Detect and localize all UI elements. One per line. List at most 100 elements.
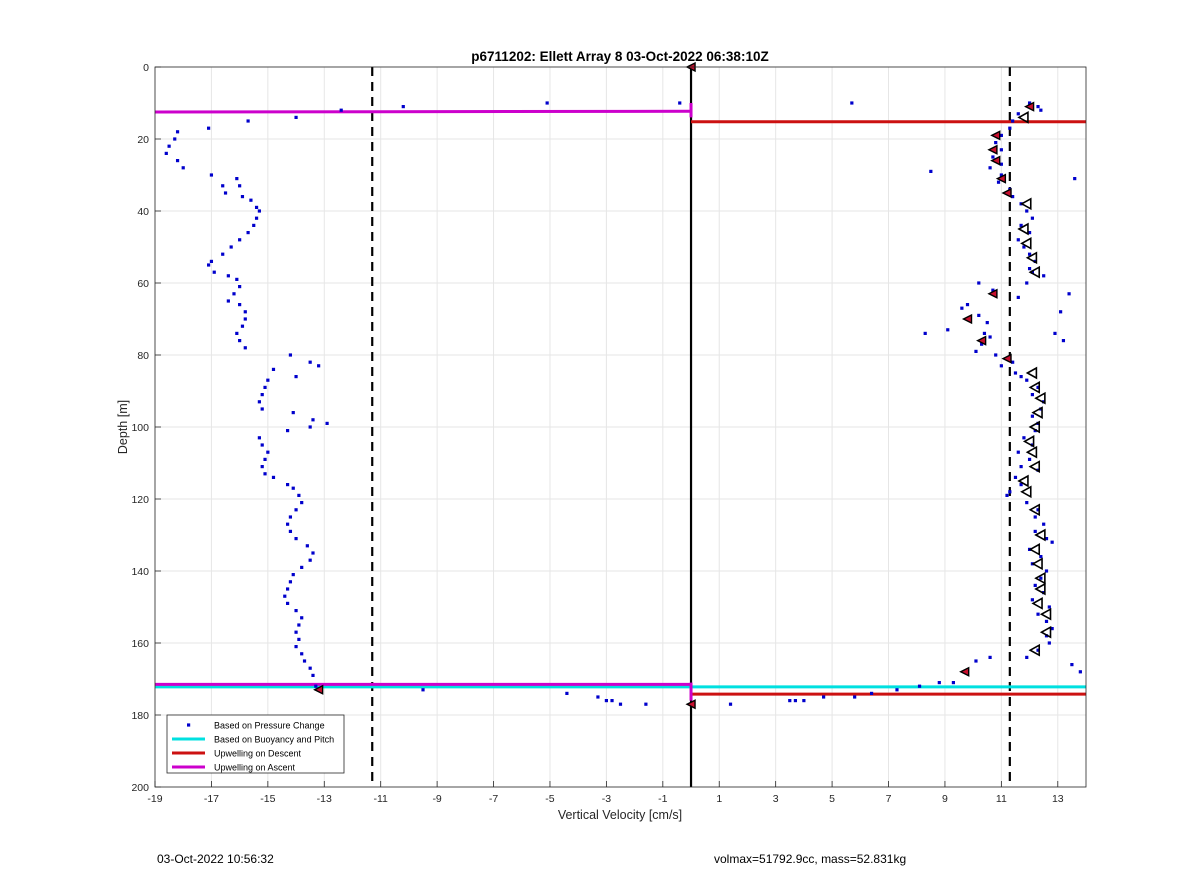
pressure-change-point [167, 144, 171, 148]
pressure-change-point [802, 699, 806, 703]
y-tick-label: 0 [143, 62, 149, 74]
ascent-marker [1034, 528, 1046, 542]
pressure-change-point [283, 594, 287, 598]
pressure-change-point [1039, 576, 1043, 580]
pressure-change-point [1011, 360, 1015, 364]
chart-title: p6711202: Ellett Array 8 03-Oct-2022 06:… [471, 49, 768, 64]
pressure-change-point [243, 310, 247, 314]
pressure-change-point [1025, 281, 1029, 285]
x-tick-label: -19 [147, 793, 162, 805]
pressure-change-point [895, 688, 899, 692]
ascent-marker [1034, 571, 1046, 585]
pressure-change-point [1008, 126, 1012, 130]
pressure-change-point [999, 162, 1003, 166]
pressure-change-point [294, 645, 298, 649]
pressure-change-point [1053, 331, 1057, 335]
x-tick-label: -11 [373, 793, 388, 805]
pressure-change-point [1005, 493, 1009, 497]
pressure-change-point [181, 166, 185, 170]
pressure-change-point [618, 702, 623, 706]
pressure-change-point [999, 364, 1003, 368]
pressure-change-point [308, 425, 312, 429]
pressure-change-point [982, 331, 987, 335]
data-markers [313, 61, 1052, 710]
pressure-change-point [317, 364, 321, 368]
ascent-marker [1020, 197, 1032, 211]
x-axis-label: Vertical Velocity [cm/s] [558, 808, 682, 822]
pressure-change-point [977, 313, 981, 317]
pressure-change-point [1013, 371, 1018, 375]
pressure-change-point [1059, 310, 1063, 314]
pressure-change-point [164, 151, 168, 155]
x-tick-label: 5 [829, 793, 835, 805]
pressure-change-point [401, 105, 405, 109]
pressure-change-point [300, 501, 304, 505]
pressure-change-point [1030, 270, 1034, 274]
pressure-change-point [996, 180, 1001, 184]
descent-marker [990, 130, 1001, 141]
pressure-change-point [207, 126, 211, 130]
descent-marker [1001, 187, 1012, 199]
pressure-change-point [311, 551, 315, 555]
pressure-change-point [260, 393, 264, 397]
pressure-change-point [243, 346, 247, 350]
pressure-change-point [232, 292, 236, 296]
pressure-change-point [644, 702, 648, 706]
pressure-change-point [1030, 393, 1034, 397]
pressure-change-point [294, 630, 298, 634]
x-tick-label: -3 [602, 793, 611, 805]
pressure-change-point [249, 198, 253, 202]
pressure-change-point [266, 378, 270, 382]
pressure-change-point [869, 691, 874, 695]
pressure-change-point [853, 695, 857, 699]
pressure-change-point [209, 173, 214, 177]
pressure-change-point [246, 119, 250, 123]
pressure-change-point [238, 285, 242, 289]
x-tick-label: -17 [204, 793, 219, 805]
pressure-change-point [1019, 375, 1023, 379]
pressure-change-point [678, 101, 682, 105]
pressure-change-point [1030, 598, 1034, 602]
ascent-marker [1028, 543, 1041, 556]
pressure-change-point [257, 436, 261, 440]
footer-timestamp: 03-Oct-2022 10:56:32 [157, 852, 274, 866]
pressure-change-point [235, 277, 239, 281]
pressure-change-point [173, 137, 177, 141]
pressure-change-point [929, 169, 933, 173]
pressure-change-point [545, 101, 549, 105]
descent-marker [685, 699, 696, 710]
pressure-change-point [999, 133, 1003, 137]
pressure-change-point [1016, 112, 1020, 116]
pressure-change-point [917, 684, 922, 688]
pressure-change-point [1042, 274, 1046, 278]
pressure-change-point [288, 529, 293, 533]
pressure-change-point [937, 681, 941, 685]
ascent-marker [1017, 111, 1029, 124]
x-tick-label: 3 [773, 793, 779, 805]
pressure-change-point [288, 353, 293, 357]
legend: Based on Pressure Change Based on Buoyanc… [166, 714, 345, 774]
pressure-change-point [260, 443, 264, 447]
pressure-change-point [308, 360, 312, 364]
pressure-change-point [1061, 339, 1066, 343]
pressure-change-point [1013, 475, 1018, 479]
pressure-change-point [263, 472, 267, 476]
pressure-change-point [263, 385, 267, 389]
pressure-change-point [308, 666, 312, 670]
pressure-change-point [1025, 501, 1029, 505]
legend-box [166, 714, 345, 774]
pressure-change-point [999, 173, 1003, 177]
x-tick-label: -1 [658, 793, 667, 805]
pressure-change-point [221, 252, 225, 256]
pressure-change-point [1073, 177, 1077, 181]
y-axis: 0 20 40 60 80 100 120 140 160 180 200 [131, 62, 161, 794]
pressure-change-point [291, 573, 295, 577]
pressure-change-point [238, 238, 242, 242]
pressure-change-point [285, 601, 290, 605]
pressure-change-point [257, 400, 261, 404]
pressure-change-point [1025, 378, 1029, 382]
footer-info: volmax=51792.9cc, mass=52.831kg [714, 852, 907, 866]
descent-marker [995, 173, 1007, 184]
y-tick-label: 40 [137, 206, 149, 218]
pressure-change-point [1044, 569, 1049, 573]
